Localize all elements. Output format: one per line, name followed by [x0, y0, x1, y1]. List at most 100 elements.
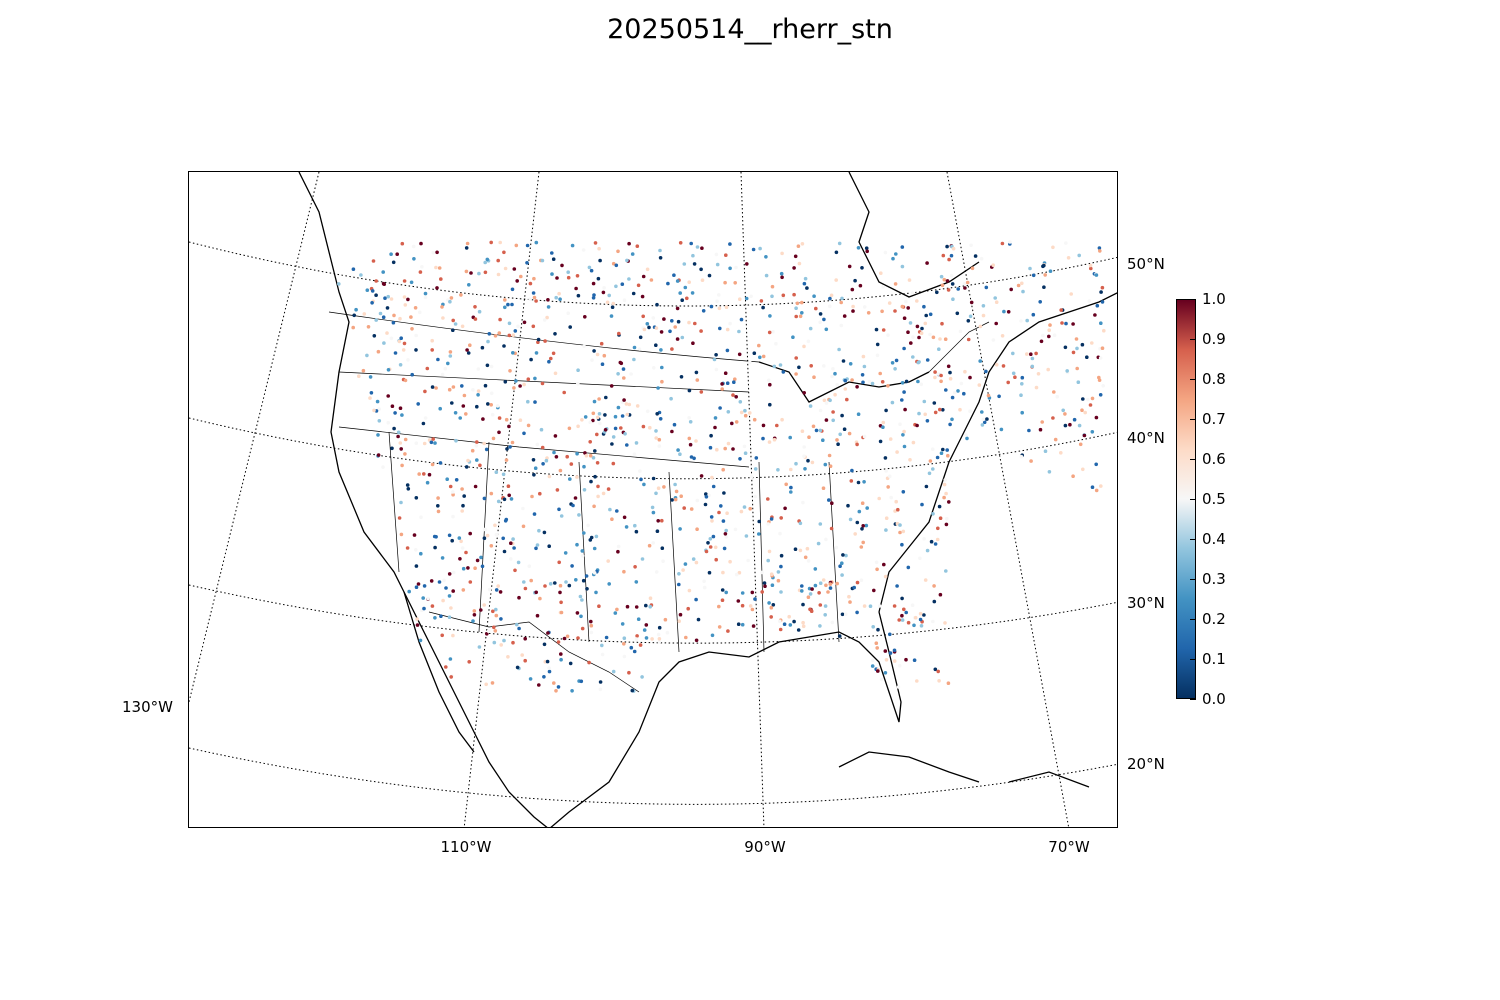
- station-marker: [466, 566, 470, 570]
- station-marker: [900, 542, 904, 547]
- station-marker: [682, 262, 687, 266]
- station-marker: [489, 491, 494, 496]
- station-marker: [502, 638, 506, 643]
- station-marker: [399, 336, 403, 340]
- station-marker: [487, 332, 492, 336]
- station-marker: [625, 258, 629, 263]
- station-marker: [702, 579, 706, 584]
- parallel-30n: [189, 584, 1117, 644]
- station-marker: [1002, 309, 1006, 314]
- station-marker: [890, 361, 895, 365]
- station-marker: [584, 453, 589, 458]
- station-marker: [423, 295, 428, 300]
- station-marker: [947, 500, 951, 504]
- station-marker: [680, 298, 684, 302]
- station-marker: [337, 282, 341, 286]
- station-marker: [556, 685, 561, 689]
- station-marker: [714, 252, 719, 257]
- station-marker: [461, 566, 466, 571]
- station-marker: [678, 241, 683, 245]
- station-marker: [717, 293, 721, 297]
- station-marker: [677, 572, 681, 576]
- station-marker: [704, 492, 708, 496]
- station-marker: [460, 546, 465, 550]
- station-marker: [583, 415, 588, 419]
- station-marker: [720, 387, 724, 391]
- station-marker: [759, 299, 764, 303]
- station-marker: [547, 669, 552, 674]
- station-marker: [567, 583, 572, 588]
- station-marker: [949, 273, 954, 278]
- station-marker: [673, 482, 677, 487]
- station-marker: [800, 242, 805, 246]
- station-marker: [1020, 375, 1025, 380]
- station-marker: [633, 565, 637, 569]
- map-panel[interactable]: [188, 171, 1118, 828]
- station-marker: [400, 241, 405, 246]
- station-marker: [599, 341, 604, 346]
- station-marker: [496, 584, 501, 588]
- station-marker: [657, 637, 662, 641]
- station-marker: [462, 393, 467, 398]
- station-marker: [418, 638, 423, 643]
- station-marker: [589, 535, 594, 540]
- station-marker: [498, 590, 503, 594]
- station-marker: [1063, 345, 1068, 350]
- station-marker: [607, 293, 611, 298]
- station-marker: [559, 652, 563, 656]
- station-marker: [789, 485, 793, 490]
- station-marker: [559, 514, 564, 518]
- station-marker: [1031, 312, 1036, 317]
- station-marker: [461, 588, 466, 592]
- station-marker: [937, 504, 942, 509]
- station-marker: [497, 416, 502, 420]
- station-marker: [574, 286, 578, 291]
- station-marker: [948, 422, 952, 427]
- station-marker: [936, 526, 940, 531]
- station-marker: [950, 417, 954, 422]
- station-marker: [1077, 423, 1082, 428]
- station-marker: [672, 422, 677, 427]
- station-marker: [619, 426, 623, 430]
- station-marker: [616, 249, 620, 254]
- station-marker: [818, 581, 823, 585]
- station-marker: [736, 622, 741, 626]
- station-marker: [644, 636, 649, 640]
- station-marker: [1101, 384, 1105, 388]
- station-marker: [811, 424, 816, 429]
- station-marker: [795, 301, 800, 306]
- station-marker: [453, 411, 458, 415]
- station-marker: [624, 525, 629, 529]
- station-marker: [800, 429, 805, 434]
- station-marker: [951, 297, 955, 301]
- station-marker: [622, 569, 626, 574]
- station-marker: [418, 270, 423, 274]
- station-marker: [640, 294, 645, 299]
- station-marker: [881, 285, 885, 289]
- station-marker: [559, 610, 564, 615]
- station-marker: [1034, 351, 1038, 356]
- station-marker: [677, 582, 681, 587]
- station-marker: [792, 266, 796, 270]
- station-marker: [929, 539, 934, 544]
- station-marker: [598, 680, 603, 684]
- station-marker: [573, 496, 578, 500]
- station-marker: [748, 506, 752, 511]
- station-marker: [635, 634, 639, 638]
- station-marker: [657, 444, 662, 448]
- station-marker: [828, 582, 833, 586]
- station-marker: [460, 324, 465, 329]
- station-marker: [694, 638, 699, 643]
- station-marker: [603, 413, 607, 417]
- station-marker: [862, 305, 867, 309]
- station-marker: [969, 300, 974, 305]
- station-marker: [458, 416, 463, 420]
- station-marker: [797, 261, 802, 266]
- station-marker: [362, 312, 367, 316]
- station-marker: [734, 265, 738, 270]
- station-marker: [656, 632, 661, 637]
- station-marker: [941, 447, 945, 452]
- station-marker: [622, 376, 626, 380]
- station-marker: [641, 274, 646, 279]
- station-marker: [449, 675, 454, 679]
